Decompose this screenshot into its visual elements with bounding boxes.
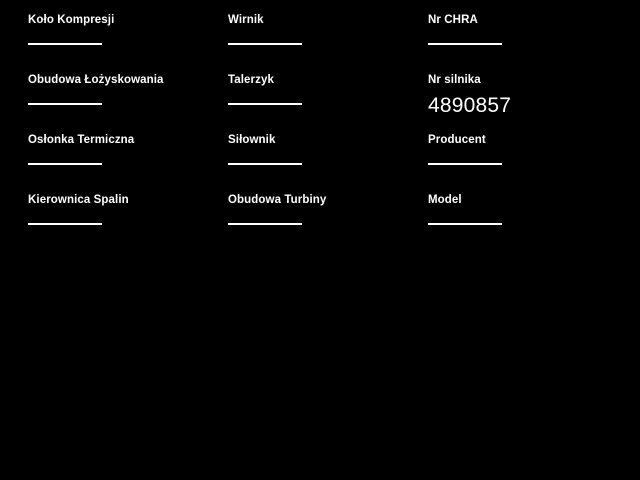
field-value: 4890857 xyxy=(428,94,512,117)
field-label: Obudowa Łożyskowania xyxy=(28,74,164,86)
field-blank-rule[interactable] xyxy=(428,43,502,45)
field-blank-rule[interactable] xyxy=(228,163,302,165)
field-blank-rule[interactable] xyxy=(28,43,102,45)
field-blank-rule[interactable] xyxy=(428,163,502,165)
field-kierownica-spalin[interactable]: Kierownica Spalin xyxy=(0,194,200,254)
field-nr-silnika[interactable]: Nr silnika 4890857 xyxy=(400,74,640,134)
field-blank-rule[interactable] xyxy=(228,43,302,45)
field-wirnik[interactable]: Wirnik xyxy=(200,14,400,74)
field-blank-rule[interactable] xyxy=(228,103,302,105)
field-label: Siłownik xyxy=(228,134,276,146)
field-blank-rule[interactable] xyxy=(28,163,102,165)
field-talerzyk[interactable]: Talerzyk xyxy=(200,74,400,134)
field-label: Wirnik xyxy=(228,14,264,26)
fields-grid: Koło Kompresji Wirnik Nr CHRA Obudowa Ło… xyxy=(0,14,640,254)
field-label: Model xyxy=(428,194,462,206)
field-blank-rule[interactable] xyxy=(228,223,302,225)
field-model[interactable]: Model xyxy=(400,194,640,254)
field-label: Osłonka Termiczna xyxy=(28,134,135,146)
field-obudowa-turbiny[interactable]: Obudowa Turbiny xyxy=(200,194,400,254)
field-label: Koło Kompresji xyxy=(28,14,115,26)
field-label: Nr silnika xyxy=(428,74,481,86)
field-oslonka-termiczna[interactable]: Osłonka Termiczna xyxy=(0,134,200,194)
field-label: Nr CHRA xyxy=(428,14,478,26)
field-obudowa-lozyskowania[interactable]: Obudowa Łożyskowania xyxy=(0,74,200,134)
field-blank-rule[interactable] xyxy=(28,103,102,105)
field-label: Producent xyxy=(428,134,486,146)
field-silownik[interactable]: Siłownik xyxy=(200,134,400,194)
field-blank-rule[interactable] xyxy=(428,223,502,225)
field-kolo-kompresji[interactable]: Koło Kompresji xyxy=(0,14,200,74)
field-nr-chra[interactable]: Nr CHRA xyxy=(400,14,640,74)
field-label: Kierownica Spalin xyxy=(28,194,129,206)
field-producent[interactable]: Producent xyxy=(400,134,640,194)
field-label: Obudowa Turbiny xyxy=(228,194,327,206)
field-blank-rule[interactable] xyxy=(28,223,102,225)
field-label: Talerzyk xyxy=(228,74,274,86)
